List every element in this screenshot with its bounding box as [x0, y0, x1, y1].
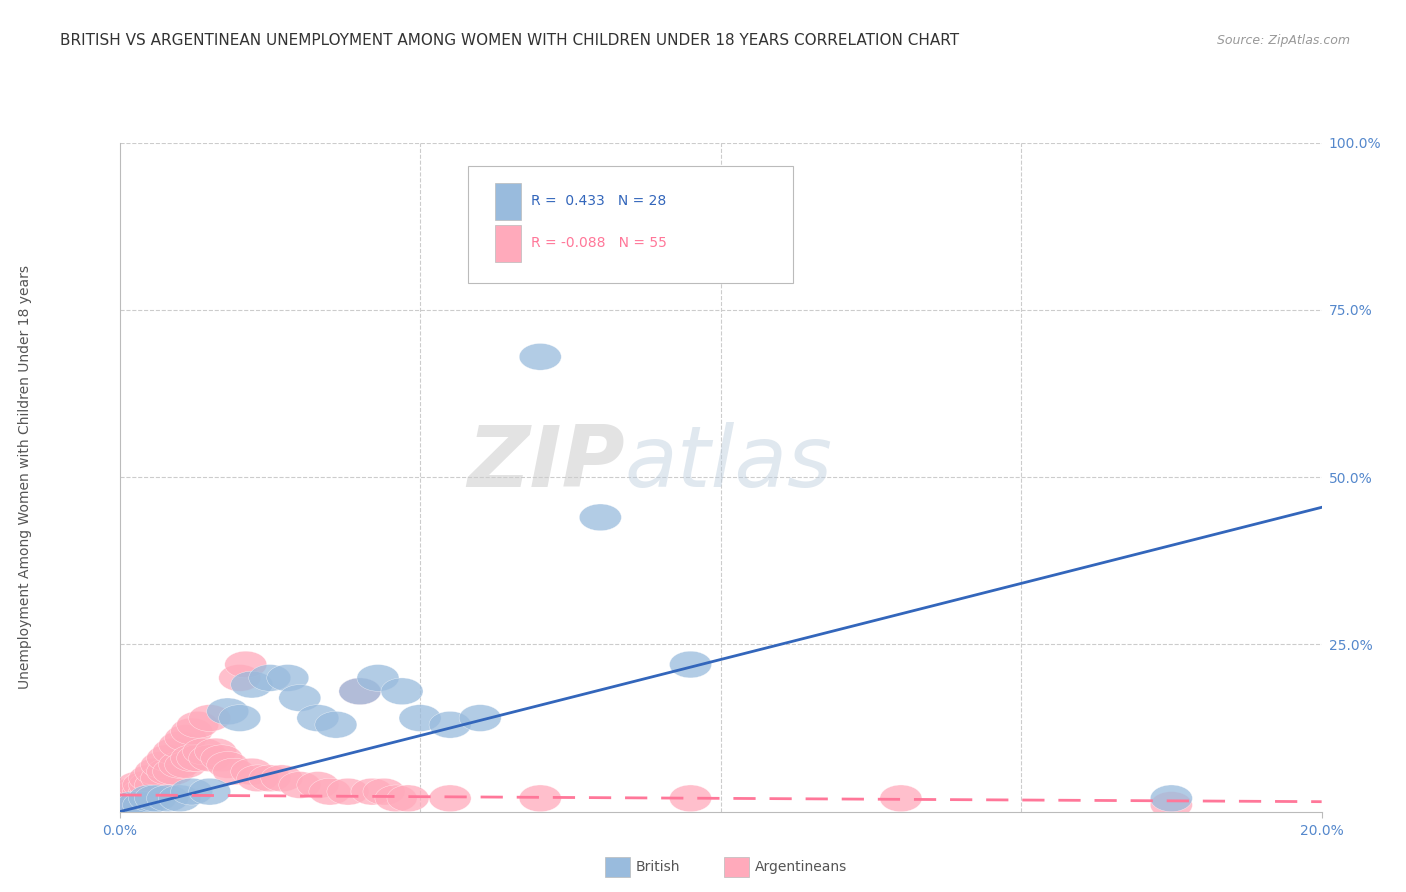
Ellipse shape — [460, 705, 501, 731]
Ellipse shape — [1150, 792, 1192, 819]
Ellipse shape — [128, 765, 170, 792]
Ellipse shape — [135, 785, 177, 812]
Ellipse shape — [381, 678, 423, 705]
Ellipse shape — [315, 712, 357, 739]
Ellipse shape — [111, 792, 153, 819]
Ellipse shape — [399, 705, 441, 731]
Ellipse shape — [188, 705, 231, 731]
Text: R =  0.433   N = 28: R = 0.433 N = 28 — [530, 194, 666, 208]
Ellipse shape — [117, 785, 159, 812]
Text: British: British — [636, 860, 681, 874]
Ellipse shape — [429, 785, 471, 812]
Ellipse shape — [357, 665, 399, 691]
Bar — [495, 225, 522, 262]
Ellipse shape — [249, 765, 291, 792]
Ellipse shape — [880, 785, 922, 812]
Ellipse shape — [489, 230, 531, 257]
Ellipse shape — [339, 678, 381, 705]
Text: atlas: atlas — [624, 422, 832, 506]
Ellipse shape — [153, 739, 194, 764]
Ellipse shape — [519, 785, 561, 812]
Ellipse shape — [165, 751, 207, 778]
Text: Source: ZipAtlas.com: Source: ZipAtlas.com — [1216, 34, 1350, 46]
Ellipse shape — [429, 712, 471, 739]
Ellipse shape — [249, 665, 291, 691]
Ellipse shape — [225, 651, 267, 678]
Text: Unemployment Among Women with Children Under 18 years: Unemployment Among Women with Children U… — [18, 265, 32, 690]
Ellipse shape — [219, 665, 260, 691]
Ellipse shape — [117, 792, 159, 819]
Ellipse shape — [188, 778, 231, 805]
Ellipse shape — [183, 739, 225, 764]
Text: R = -0.088   N = 55: R = -0.088 N = 55 — [530, 236, 666, 250]
Ellipse shape — [669, 785, 711, 812]
Text: ZIP: ZIP — [467, 422, 624, 506]
Ellipse shape — [128, 772, 170, 798]
Bar — [495, 183, 522, 219]
Ellipse shape — [297, 705, 339, 731]
Ellipse shape — [339, 678, 381, 705]
Ellipse shape — [297, 772, 339, 798]
Ellipse shape — [170, 718, 212, 745]
Ellipse shape — [177, 712, 219, 739]
Ellipse shape — [146, 785, 188, 812]
Ellipse shape — [135, 772, 177, 798]
Ellipse shape — [519, 343, 561, 370]
Ellipse shape — [170, 778, 212, 805]
Ellipse shape — [128, 785, 170, 812]
Ellipse shape — [153, 758, 194, 785]
Ellipse shape — [260, 765, 302, 792]
Ellipse shape — [219, 705, 260, 731]
Ellipse shape — [236, 765, 278, 792]
Ellipse shape — [278, 772, 321, 798]
Ellipse shape — [188, 745, 231, 772]
Ellipse shape — [165, 724, 207, 751]
Ellipse shape — [104, 785, 146, 812]
Ellipse shape — [117, 778, 159, 805]
Ellipse shape — [159, 785, 201, 812]
Ellipse shape — [326, 778, 368, 805]
Ellipse shape — [104, 792, 146, 819]
Ellipse shape — [122, 772, 165, 798]
Ellipse shape — [159, 751, 201, 778]
Ellipse shape — [669, 651, 711, 678]
Ellipse shape — [146, 758, 188, 785]
Ellipse shape — [170, 745, 212, 772]
Ellipse shape — [387, 785, 429, 812]
Ellipse shape — [1150, 785, 1192, 812]
Ellipse shape — [207, 751, 249, 778]
Ellipse shape — [111, 785, 153, 812]
Ellipse shape — [579, 504, 621, 531]
Ellipse shape — [231, 758, 273, 785]
Ellipse shape — [128, 778, 170, 805]
Ellipse shape — [122, 792, 165, 819]
Ellipse shape — [278, 685, 321, 712]
Ellipse shape — [194, 739, 236, 764]
Text: Argentineans: Argentineans — [755, 860, 848, 874]
Ellipse shape — [375, 785, 418, 812]
Ellipse shape — [267, 665, 309, 691]
Ellipse shape — [146, 745, 188, 772]
Ellipse shape — [212, 758, 254, 785]
Ellipse shape — [159, 731, 201, 758]
Ellipse shape — [177, 745, 219, 772]
Ellipse shape — [352, 778, 394, 805]
Text: BRITISH VS ARGENTINEAN UNEMPLOYMENT AMONG WOMEN WITH CHILDREN UNDER 18 YEARS COR: BRITISH VS ARGENTINEAN UNEMPLOYMENT AMON… — [60, 33, 959, 47]
Ellipse shape — [201, 745, 243, 772]
Ellipse shape — [111, 778, 153, 805]
Ellipse shape — [207, 698, 249, 724]
Ellipse shape — [141, 765, 183, 792]
Ellipse shape — [363, 778, 405, 805]
Ellipse shape — [141, 751, 183, 778]
Ellipse shape — [309, 778, 352, 805]
Ellipse shape — [231, 672, 273, 698]
FancyBboxPatch shape — [468, 166, 793, 284]
Ellipse shape — [122, 778, 165, 805]
Ellipse shape — [135, 758, 177, 785]
Ellipse shape — [117, 772, 159, 798]
